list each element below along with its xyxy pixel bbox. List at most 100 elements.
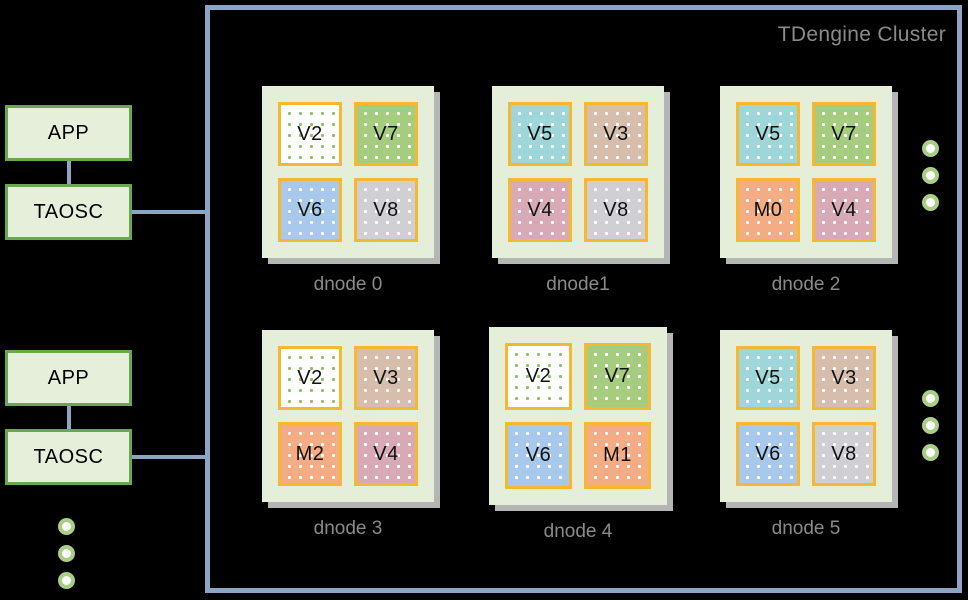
tile-label: V2 — [525, 365, 552, 387]
tile-pattern-v5 — [511, 105, 569, 163]
vnode-tile-v8-dnode0[interactable]: V8 — [354, 178, 418, 242]
tile-pattern-v4 — [357, 425, 415, 483]
dnode-label-0: dnode 0 — [313, 274, 383, 295]
vnode-tile-v7-dnode0[interactable]: V7 — [354, 102, 418, 166]
taosc-box-0[interactable]: TAOSC — [5, 184, 132, 240]
dnode-label-2: dnode 2 — [771, 274, 841, 295]
vnode-tile-v8-dnode1[interactable]: V8 — [584, 178, 648, 242]
tile-pattern-v7 — [357, 105, 415, 163]
vnode-tile-v6-dnode4[interactable]: V6 — [505, 422, 572, 489]
dnode-body-2: V5 V7 M0 V4 — [720, 86, 892, 258]
dnode-card-4[interactable]: V2 V7 V6 M1 — [489, 327, 673, 511]
dnode-body-5: V5 V3 V6 V8 — [720, 330, 892, 502]
vnode-tile-m2-dnode3[interactable]: M2 — [278, 422, 342, 486]
vnode-tile-v4-dnode1[interactable]: V4 — [508, 178, 572, 242]
ellipsis-dot — [58, 545, 75, 562]
tile-label: M2 — [295, 442, 325, 465]
cluster-title: TDengine Cluster — [777, 23, 946, 46]
dnode-label-1: dnode1 — [546, 274, 610, 295]
vnode-tile-v5-dnode1[interactable]: V5 — [508, 102, 572, 166]
vnode-tile-v2-dnode0[interactable]: V2 — [278, 102, 342, 166]
ellipsis-dot — [922, 167, 939, 184]
tile-label: V8 — [603, 198, 629, 221]
vnode-tile-v8-dnode5[interactable]: V8 — [812, 422, 876, 486]
dnode-card-1[interactable]: V5 V3 V4 V8 — [492, 86, 670, 264]
tile-pattern-v8 — [815, 425, 873, 483]
tile-label: V7 — [831, 122, 857, 145]
tile-pattern-v3 — [587, 105, 645, 163]
ellipsis-dot — [922, 417, 939, 434]
tile-pattern-m2 — [281, 425, 339, 483]
vnode-tile-v4-dnode3[interactable]: V4 — [354, 422, 418, 486]
ellipsis-dot — [922, 390, 939, 407]
tile-label: V3 — [373, 366, 399, 389]
tile-pattern-v6 — [739, 425, 797, 483]
tile-pattern-v6 — [508, 425, 569, 486]
vnode-tile-m0-dnode2[interactable]: M0 — [736, 178, 800, 242]
dnode-body-1: V5 V3 V4 V8 — [492, 86, 664, 258]
dnode-card-3[interactable]: V2 V3 M2 V4 — [262, 330, 440, 508]
tile-pattern-v5 — [739, 105, 797, 163]
vnode-tile-v5-dnode2[interactable]: V5 — [736, 102, 800, 166]
vnode-tile-v6-dnode5[interactable]: V6 — [736, 422, 800, 486]
tile-pattern-v4 — [815, 181, 873, 239]
tile-label: V3 — [831, 366, 857, 389]
vnode-tile-v3-dnode3[interactable]: V3 — [354, 346, 418, 410]
tile-label: M1 — [603, 444, 632, 466]
tile-label: V2 — [297, 366, 323, 389]
dnode-body-0: V2 V7 V6 V8 — [262, 86, 434, 258]
dnode-label-4: dnode 4 — [543, 521, 613, 542]
dnode-card-0[interactable]: V2 V7 V6 V8 — [262, 86, 440, 264]
tile-pattern-m1 — [587, 425, 648, 486]
tile-pattern-v8 — [357, 181, 415, 239]
app-to-taosc-connector-0 — [66, 161, 71, 184]
dnode-card-5[interactable]: V5 V3 V6 V8 — [720, 330, 898, 508]
tile-pattern-v7 — [587, 346, 648, 407]
tile-label: V6 — [525, 444, 552, 466]
cluster-row1-ellipsis — [922, 140, 939, 211]
taosc-to-cluster-connector-1 — [132, 455, 205, 459]
tile-label: V3 — [603, 122, 629, 145]
vnode-tile-m1-dnode4[interactable]: M1 — [584, 422, 651, 489]
tdengine-cluster-frame — [205, 5, 962, 593]
taosc-to-cluster-connector-0 — [132, 210, 205, 214]
tile-label: V8 — [373, 198, 399, 221]
vnode-tile-v7-dnode4[interactable]: V7 — [584, 343, 651, 410]
app-box-1[interactable]: APP — [5, 350, 132, 406]
taosc-box-1[interactable]: TAOSC — [5, 429, 132, 485]
tile-label: M0 — [753, 198, 783, 221]
vnode-tile-v7-dnode2[interactable]: V7 — [812, 102, 876, 166]
vnode-tile-v3-dnode1[interactable]: V3 — [584, 102, 648, 166]
tile-pattern-m0 — [739, 181, 797, 239]
vnode-tile-v3-dnode5[interactable]: V3 — [812, 346, 876, 410]
client-ellipsis — [58, 518, 75, 589]
tile-pattern-v4 — [511, 181, 569, 239]
app-box-0[interactable]: APP — [5, 105, 132, 161]
vnode-tile-v2-dnode4[interactable]: V2 — [505, 343, 572, 410]
tile-label: V5 — [755, 122, 781, 145]
tile-pattern-v3 — [357, 349, 415, 407]
tile-pattern-v8 — [587, 181, 645, 239]
ellipsis-dot — [922, 444, 939, 461]
cluster-row2-ellipsis — [922, 390, 939, 461]
vnode-tile-v6-dnode0[interactable]: V6 — [278, 178, 342, 242]
vnode-tile-v5-dnode5[interactable]: V5 — [736, 346, 800, 410]
dnode-body-3: V2 V3 M2 V4 — [262, 330, 434, 502]
tile-pattern-v7 — [815, 105, 873, 163]
tile-label: V6 — [297, 198, 323, 221]
dnode-label-3: dnode 3 — [313, 518, 383, 539]
vnode-tile-v2-dnode3[interactable]: V2 — [278, 346, 342, 410]
tile-label: V8 — [831, 442, 857, 465]
tile-label: V5 — [755, 366, 781, 389]
ellipsis-dot — [922, 140, 939, 157]
dnode-card-2[interactable]: V5 V7 M0 V4 — [720, 86, 898, 264]
tile-label: V4 — [527, 198, 553, 221]
ellipsis-dot — [58, 518, 75, 535]
ellipsis-dot — [922, 194, 939, 211]
tile-pattern-v3 — [815, 349, 873, 407]
vnode-tile-v4-dnode2[interactable]: V4 — [812, 178, 876, 242]
tile-pattern-v2 — [281, 349, 339, 407]
tile-label: V5 — [527, 122, 553, 145]
tile-label: V4 — [373, 442, 399, 465]
